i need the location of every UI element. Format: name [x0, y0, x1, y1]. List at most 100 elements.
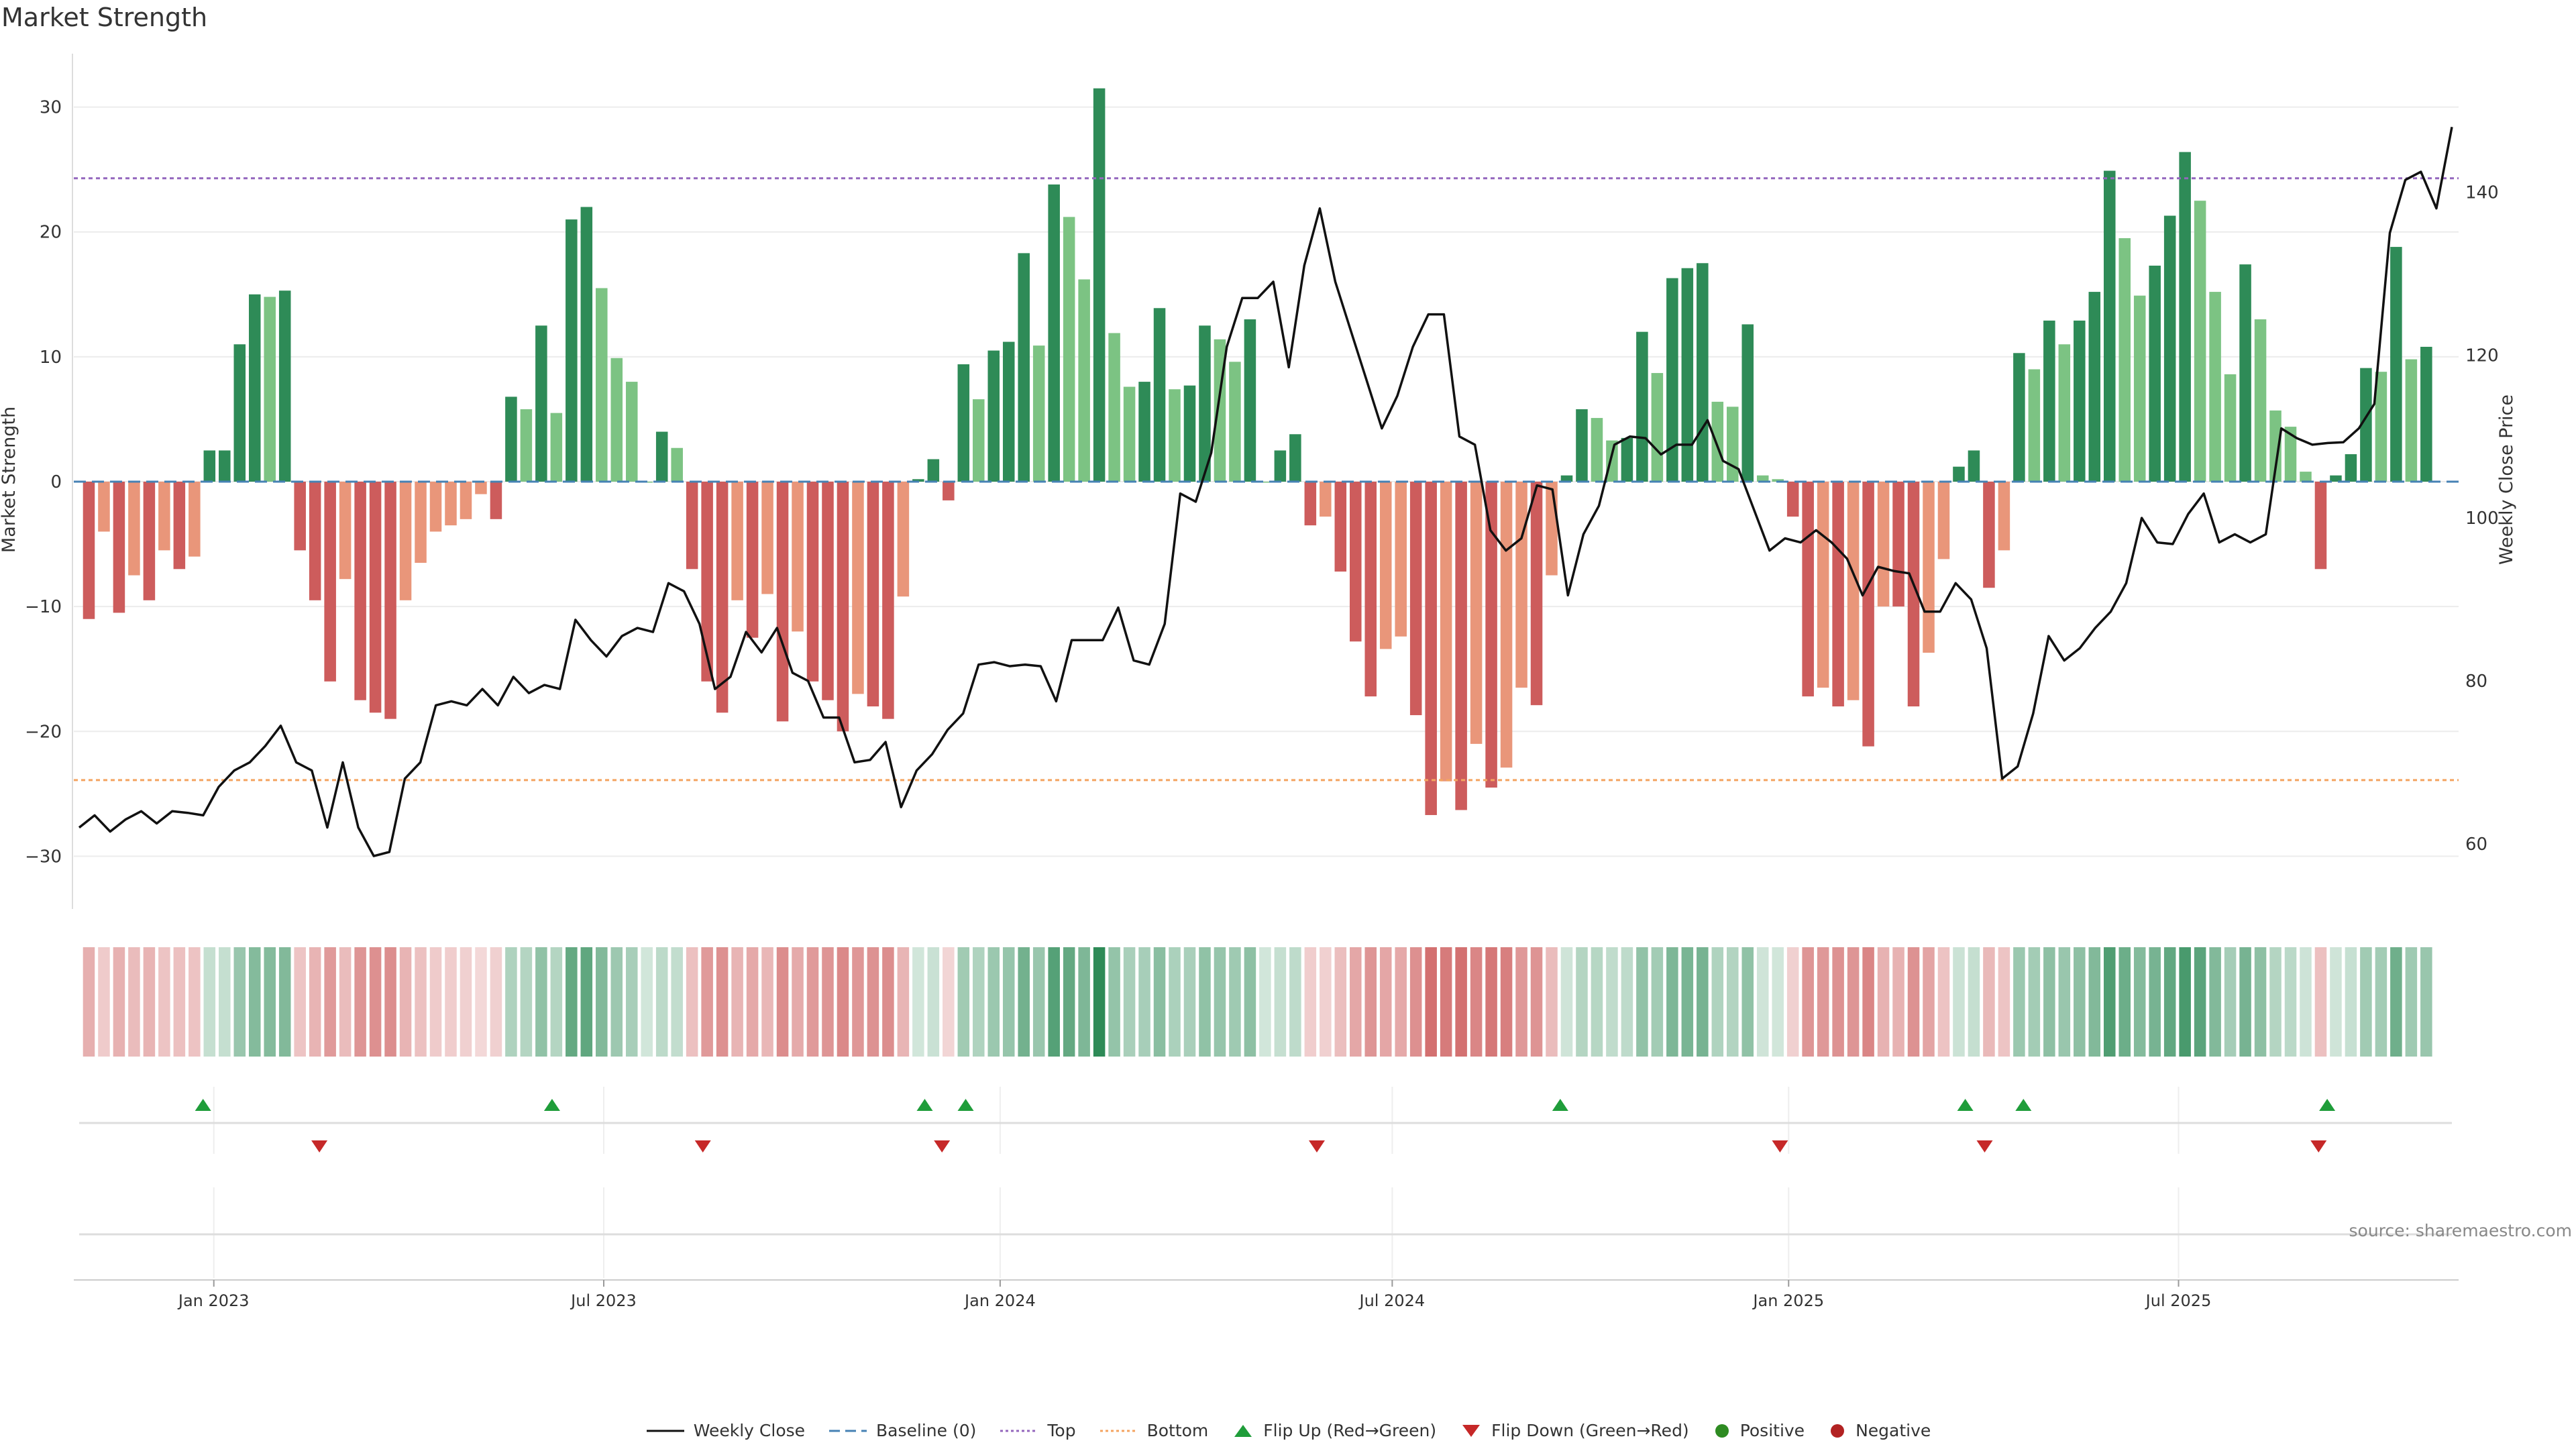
strength-bar: [1169, 389, 1181, 482]
strength-bar: [1304, 482, 1317, 526]
y-tick-label: 20: [40, 223, 62, 243]
strength-bar: [278, 290, 291, 482]
heat-cell: [158, 947, 170, 1057]
heat-cell: [1546, 947, 1558, 1057]
strength-bar: [2149, 265, 2161, 482]
heat-cell: [1923, 947, 1935, 1057]
legend-item-flip-down[interactable]: Flip Down (Green→Red): [1459, 1421, 1689, 1440]
legend-item-bottom[interactable]: Bottom: [1099, 1421, 1208, 1440]
strength-bar: [776, 482, 789, 722]
heat-cell: [987, 947, 1000, 1057]
heat-cell: [1576, 947, 1588, 1057]
circle-icon: [1715, 1424, 1729, 1438]
strength-bar: [1063, 217, 1075, 482]
strength-bar: [2194, 201, 2206, 482]
strength-bar: [1048, 184, 1060, 482]
circle-icon: [1831, 1424, 1845, 1438]
heat-cell: [655, 947, 668, 1057]
legend-item-weekly-close[interactable]: Weekly Close: [645, 1421, 805, 1440]
heat-cell: [746, 947, 759, 1057]
strength-bar: [1847, 482, 1860, 700]
heat-cell: [2330, 947, 2342, 1057]
strength-bar: [415, 482, 427, 563]
strength-bar: [1772, 479, 1784, 482]
strength-bar: [1455, 482, 1467, 810]
strength-bar: [1726, 407, 1739, 482]
heat-cell: [550, 947, 563, 1057]
heat-cell: [189, 947, 201, 1057]
legend-item-top[interactable]: Top: [999, 1421, 1076, 1440]
heat-cell: [2028, 947, 2041, 1057]
heat-cell: [2300, 947, 2312, 1057]
legend-item-baseline[interactable]: Baseline (0): [828, 1421, 976, 1440]
legend-item-positive[interactable]: Positive: [1712, 1421, 1805, 1440]
strength-bar: [2284, 427, 2297, 482]
strength-bar: [1560, 475, 1573, 482]
heat-cell: [1651, 947, 1664, 1057]
strength-bar: [1379, 482, 1392, 649]
heat-cell: [2088, 947, 2101, 1057]
weekly-close-line: [78, 126, 2453, 857]
heat-cell: [1078, 947, 1090, 1057]
strength-bar: [248, 294, 261, 482]
heat-cell: [384, 947, 396, 1057]
flip-up-marker: [916, 1099, 933, 1111]
heat-cell: [1032, 947, 1045, 1057]
heat-cell: [460, 947, 472, 1057]
heat-cell: [339, 947, 352, 1057]
strength-bar: [1244, 319, 1256, 482]
legend-item-flip-up[interactable]: Flip Up (Red→Green): [1231, 1421, 1436, 1440]
heat-cell: [520, 947, 533, 1057]
heat-cell: [2360, 947, 2372, 1057]
flip-up-marker: [1957, 1099, 1974, 1111]
strength-bar: [98, 482, 110, 532]
heat-cell: [1862, 947, 1874, 1057]
strength-bar: [897, 482, 910, 597]
heat-cell: [701, 947, 713, 1057]
strength-bar: [189, 482, 201, 557]
heat-cell: [2284, 947, 2297, 1057]
heat-cell: [580, 947, 593, 1057]
strength-bar: [173, 482, 186, 570]
heat-cell: [1018, 947, 1030, 1057]
heat-cell: [1500, 947, 1513, 1057]
strength-bar: [1002, 341, 1015, 482]
legend-label: Baseline (0): [876, 1421, 977, 1440]
heat-cell: [83, 947, 95, 1057]
heat-cell: [1530, 947, 1543, 1057]
strength-bar: [1123, 386, 1136, 482]
heat-cell: [837, 947, 849, 1057]
strength-bar: [580, 207, 593, 482]
heat-cell: [2133, 947, 2146, 1057]
heat-cell: [2375, 947, 2387, 1057]
x-tick-label: Jul 2024: [1358, 1291, 1426, 1310]
heat-cell: [1440, 947, 1452, 1057]
strength-bar: [1697, 263, 1709, 482]
heat-cell: [1350, 947, 1362, 1057]
strength-bar: [1968, 450, 1980, 482]
strength-bar: [2013, 353, 2025, 482]
strength-bar: [1364, 482, 1377, 697]
legend-item-negative[interactable]: Negative: [1827, 1421, 1931, 1440]
heat-cell: [1093, 947, 1106, 1057]
heat-cell: [203, 947, 216, 1057]
heat-cell: [1726, 947, 1739, 1057]
heat-cell: [1138, 947, 1150, 1057]
heat-cell: [1998, 947, 2010, 1057]
heat-cell: [731, 947, 743, 1057]
strength-bar: [1681, 268, 1694, 482]
heat-cell: [761, 947, 773, 1057]
heat-cell: [852, 947, 864, 1057]
heat-cell: [641, 947, 653, 1057]
strength-bar: [2163, 215, 2176, 482]
strength-bar: [460, 482, 472, 519]
strength-bar: [2074, 320, 2086, 482]
heat-cell: [2118, 947, 2131, 1057]
strength-bar: [1666, 278, 1678, 482]
heat-cell: [1485, 947, 1497, 1057]
heat-cell: [1786, 947, 1799, 1057]
x-tick-label: Jul 2025: [2145, 1291, 2212, 1310]
heat-cell: [2149, 947, 2161, 1057]
heat-cell: [1907, 947, 1920, 1057]
strength-bar: [1741, 324, 1754, 482]
